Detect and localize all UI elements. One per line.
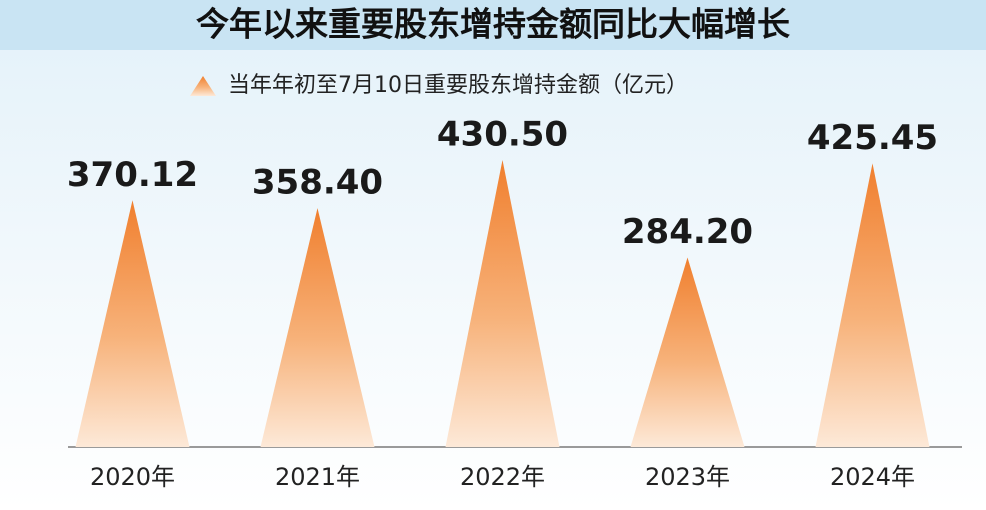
x-tick-label: 2023年 <box>645 463 730 491</box>
value-label: 370.12 <box>67 155 198 195</box>
triangle-bar <box>630 257 745 447</box>
title-band <box>0 0 986 50</box>
x-tick-label: 2021年 <box>275 463 360 491</box>
value-label: 430.50 <box>437 115 568 155</box>
x-tick-label: 2020年 <box>90 463 175 491</box>
triangle-bar <box>815 163 930 447</box>
value-label: 358.40 <box>252 163 383 203</box>
triangle-bar <box>445 160 560 447</box>
value-label: 425.45 <box>807 118 938 158</box>
value-label: 284.20 <box>622 212 753 252</box>
triangle-bar <box>260 208 375 447</box>
x-tick-label: 2022年 <box>460 463 545 491</box>
legend-swatch <box>190 76 216 96</box>
x-tick-label: 2024年 <box>830 463 915 491</box>
triangle-bar <box>75 200 190 447</box>
chart-title: 今年以来重要股东增持金额同比大幅增长 <box>196 5 790 44</box>
legend-label: 当年年初至7月10日重要股东增持金额（亿元） <box>228 73 688 98</box>
